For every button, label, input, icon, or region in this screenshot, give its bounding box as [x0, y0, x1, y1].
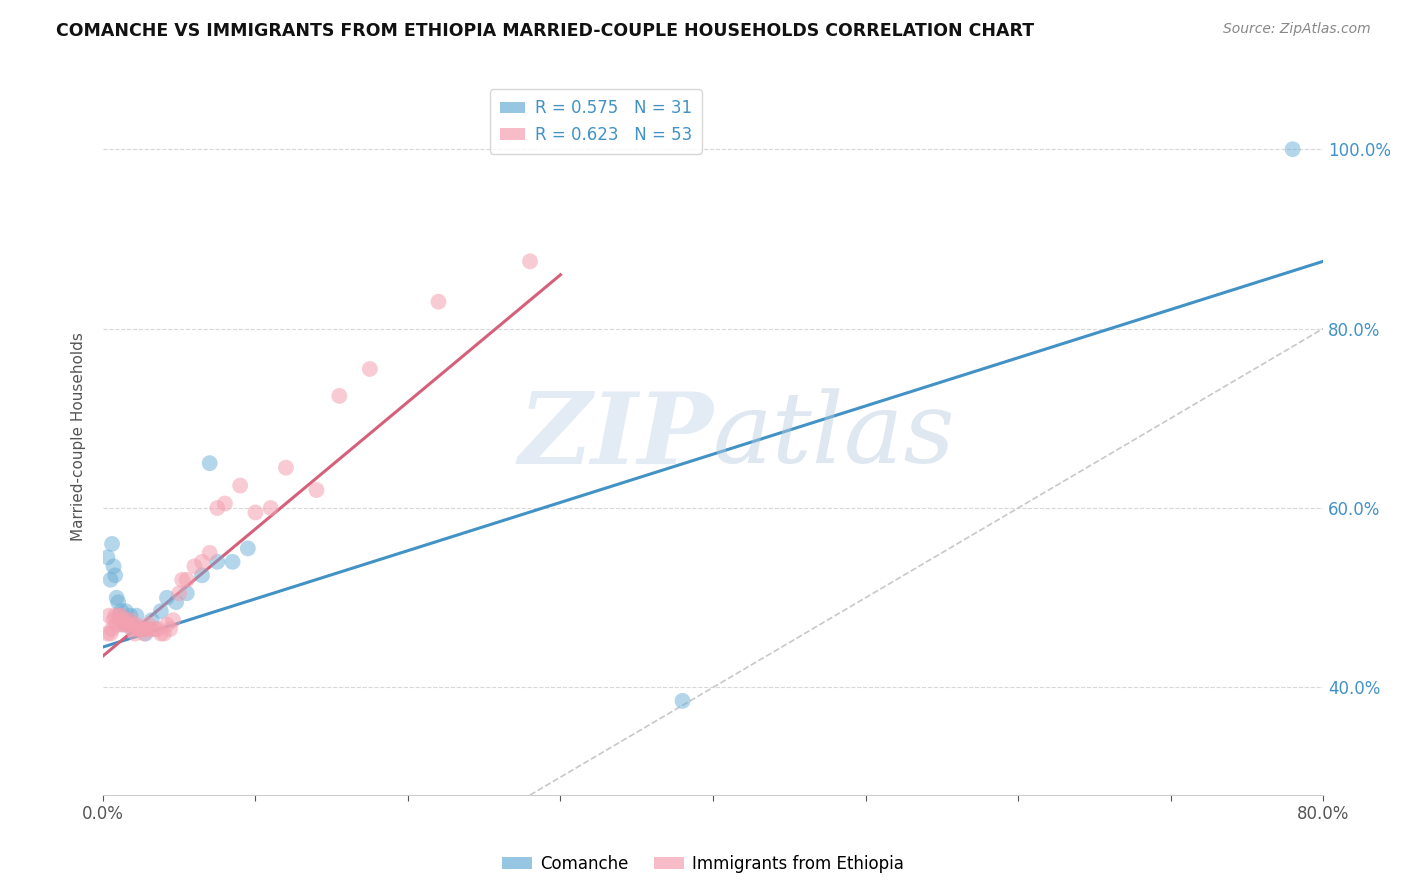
Point: [135, 626, 157, 640]
Text: COMANCHE VS IMMIGRANTS FROM ETHIOPIA MARRIED-COUPLE HOUSEHOLDS CORRELATION CHART: COMANCHE VS IMMIGRANTS FROM ETHIOPIA MAR…: [56, 22, 1035, 40]
Point: [305, 483, 328, 497]
Point: [112, 617, 135, 632]
Point: [245, 506, 267, 520]
Point: [104, 608, 127, 623]
Point: [108, 608, 131, 623]
Point: [359, 362, 381, 376]
Point: [121, 622, 143, 636]
Point: [103, 559, 125, 574]
Point: [121, 617, 143, 632]
Point: [114, 604, 136, 618]
Point: [207, 501, 229, 516]
Point: [135, 622, 157, 636]
Point: [103, 613, 125, 627]
Point: [122, 617, 145, 632]
Point: [111, 613, 134, 627]
Point: [198, 546, 221, 560]
Point: [671, 694, 693, 708]
Point: [111, 613, 134, 627]
Point: [96, 626, 118, 640]
Point: [167, 586, 190, 600]
Point: [136, 622, 159, 636]
Point: [427, 294, 450, 309]
Point: [156, 591, 179, 605]
Point: [127, 622, 149, 636]
Point: [162, 613, 184, 627]
Point: [117, 613, 139, 627]
Point: [110, 604, 132, 618]
Point: [138, 617, 160, 632]
Point: [107, 595, 129, 609]
Point: [129, 622, 152, 636]
Legend: R = 0.575   N = 31, R = 0.623   N = 53: R = 0.575 N = 31, R = 0.623 N = 53: [489, 89, 702, 153]
Point: [110, 608, 132, 623]
Point: [141, 613, 163, 627]
Point: [131, 622, 153, 636]
Text: ZIP: ZIP: [517, 388, 713, 484]
Point: [198, 456, 221, 470]
Point: [214, 496, 236, 510]
Point: [236, 541, 259, 556]
Point: [105, 617, 128, 632]
Point: [120, 608, 142, 623]
Point: [146, 622, 169, 636]
Y-axis label: Married-couple Households: Married-couple Households: [72, 332, 86, 541]
Point: [125, 608, 148, 623]
Point: [128, 622, 150, 636]
Point: [176, 586, 198, 600]
Point: [101, 622, 124, 636]
Point: [153, 626, 176, 640]
Point: [229, 478, 252, 492]
Point: [124, 626, 146, 640]
Legend: Comanche, Immigrants from Ethiopia: Comanche, Immigrants from Ethiopia: [495, 848, 911, 880]
Point: [125, 617, 148, 632]
Point: [101, 537, 124, 551]
Point: [118, 617, 141, 632]
Text: atlas: atlas: [713, 389, 956, 483]
Point: [112, 617, 135, 632]
Point: [100, 573, 122, 587]
Point: [105, 591, 128, 605]
Point: [149, 626, 172, 640]
Point: [120, 613, 142, 627]
Point: [114, 613, 136, 627]
Point: [104, 568, 127, 582]
Point: [191, 555, 214, 569]
Point: [260, 501, 283, 516]
Point: [328, 389, 350, 403]
Point: [117, 617, 139, 632]
Point: [274, 460, 297, 475]
Point: [159, 622, 181, 636]
Point: [191, 568, 214, 582]
Point: [221, 555, 243, 569]
Point: [98, 608, 121, 623]
Point: [143, 622, 166, 636]
Text: Source: ZipAtlas.com: Source: ZipAtlas.com: [1223, 22, 1371, 37]
Point: [519, 254, 541, 268]
Point: [1281, 142, 1303, 156]
Point: [129, 622, 152, 636]
Point: [207, 555, 229, 569]
Point: [172, 573, 194, 587]
Point: [156, 617, 179, 632]
Point: [165, 595, 187, 609]
Point: [149, 604, 172, 618]
Point: [107, 608, 129, 623]
Point: [183, 559, 205, 574]
Point: [132, 626, 155, 640]
Point: [96, 550, 118, 565]
Point: [176, 573, 198, 587]
Point: [122, 622, 145, 636]
Point: [108, 617, 131, 632]
Point: [100, 626, 122, 640]
Point: [141, 622, 163, 636]
